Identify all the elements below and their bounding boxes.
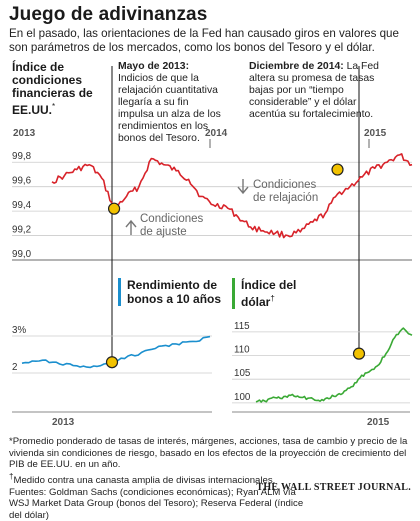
dollar-ytick-105: 105 xyxy=(234,368,251,379)
main-label-mark: * xyxy=(52,102,56,111)
annot-relax-line2: de relajación xyxy=(253,192,318,204)
year-label-2015: 2015 xyxy=(364,128,387,139)
note-dec-2014-title: Diciembre de 2014: xyxy=(249,61,344,72)
dollar-ytick-110: 110 xyxy=(234,345,250,356)
bond-panel-grid xyxy=(12,335,212,374)
footer-notes: *Promedio ponderado de tasas de interés,… xyxy=(9,436,413,521)
bond-title-line2: bonos a 10 años xyxy=(127,292,222,306)
footer-note-1: *Promedio ponderado de tasas de interés,… xyxy=(9,436,408,471)
dollar-title-line2: dólar xyxy=(241,295,271,309)
main-label-line1: Índice de xyxy=(12,60,65,74)
intro-text: En el pasado, las orientaciones de la Fe… xyxy=(9,27,399,54)
year-label-2014: 2014 xyxy=(205,128,228,139)
down-arrow-icon xyxy=(237,179,249,195)
footer-note-2-wrap: †Medido contra una canasta amplia de div… xyxy=(9,471,413,487)
dollar-panel-grid xyxy=(232,331,410,404)
main-chart-grid xyxy=(12,161,412,261)
annot-relax-line1: Condiciones xyxy=(253,179,317,191)
bottom-year-2013: 2013 xyxy=(52,417,75,428)
main-label-line2: condiciones xyxy=(12,73,83,87)
dollar-series-line xyxy=(255,327,413,403)
footer-note-2-mark: † xyxy=(9,471,14,481)
marker-dec-2014-main xyxy=(331,163,344,176)
relax-annotation: Condiciones de relajación xyxy=(237,179,318,204)
year-label-2013: 2013 xyxy=(13,128,36,139)
bond-ytick-2: 2 xyxy=(12,362,17,373)
up-arrow-icon xyxy=(125,219,137,235)
bottom-year-2015: 2015 xyxy=(367,417,390,428)
main-chart-yticks: 99,8 99,6 99,4 99,2 99,0 xyxy=(12,151,32,260)
note-may-2013-title: Mayo de 2013: xyxy=(118,61,190,72)
note-dec-2014-text: La Fed altera su promesa de tasas bajas … xyxy=(249,61,379,120)
bond-ytick-3: 3% xyxy=(12,325,26,336)
main-ytick-label: 99,6 xyxy=(12,176,32,187)
main-ytick-label: 99,4 xyxy=(12,200,32,211)
dollar-title-line1: Índice del xyxy=(241,278,297,292)
note-dec-2014: Diciembre de 2014: La Fed altera su prom… xyxy=(249,61,383,121)
marker-may-2013-bond xyxy=(105,356,119,369)
brand-logo: THE WALL STREET JOURNAL. xyxy=(256,482,411,493)
fci-series-line xyxy=(51,153,413,239)
main-ytick-label: 99,2 xyxy=(12,225,31,236)
main-ytick-label: 99,0 xyxy=(12,249,32,260)
tight-annotation: Condiciones de ajuste xyxy=(125,213,204,238)
dollar-panel-title: Índice del dólar† xyxy=(232,278,296,309)
dollar-title-mark: † xyxy=(270,294,275,303)
bond-panel-title: Rendimiento de bonos a 10 años xyxy=(118,278,221,306)
annot-tight-line1: Condiciones xyxy=(140,213,204,225)
dollar-ytick-115: 115 xyxy=(234,321,250,332)
bond-title-line1: Rendimiento de xyxy=(127,278,218,292)
dollar-ytick-100: 100 xyxy=(234,392,251,403)
marker-dec-2014-dollar xyxy=(352,347,366,360)
main-ytick-label: 99,8 xyxy=(12,151,32,162)
main-chart-label: Índice de condiciones financieras de EE.… xyxy=(12,61,93,117)
annot-tight-line2: de ajuste xyxy=(140,226,187,238)
main-label-line4: EE.UU. xyxy=(12,103,53,117)
note-may-2013-text: Indicios de que la relajación cuantitati… xyxy=(118,73,221,144)
footer-note-2: Medido contra una canasta amplia de divi… xyxy=(13,474,276,486)
main-label-line3: financieras de xyxy=(12,86,93,100)
note-may-2013: Mayo de 2013: Indicios de que la relajac… xyxy=(118,61,226,145)
marker-may-2013-main xyxy=(107,202,121,215)
chart-canvas: 99,8 99,6 99,4 99,2 99,0 2013 2014 2015 Cond… xyxy=(12,66,413,428)
page-title: Juego de adivinanzas xyxy=(9,4,208,25)
